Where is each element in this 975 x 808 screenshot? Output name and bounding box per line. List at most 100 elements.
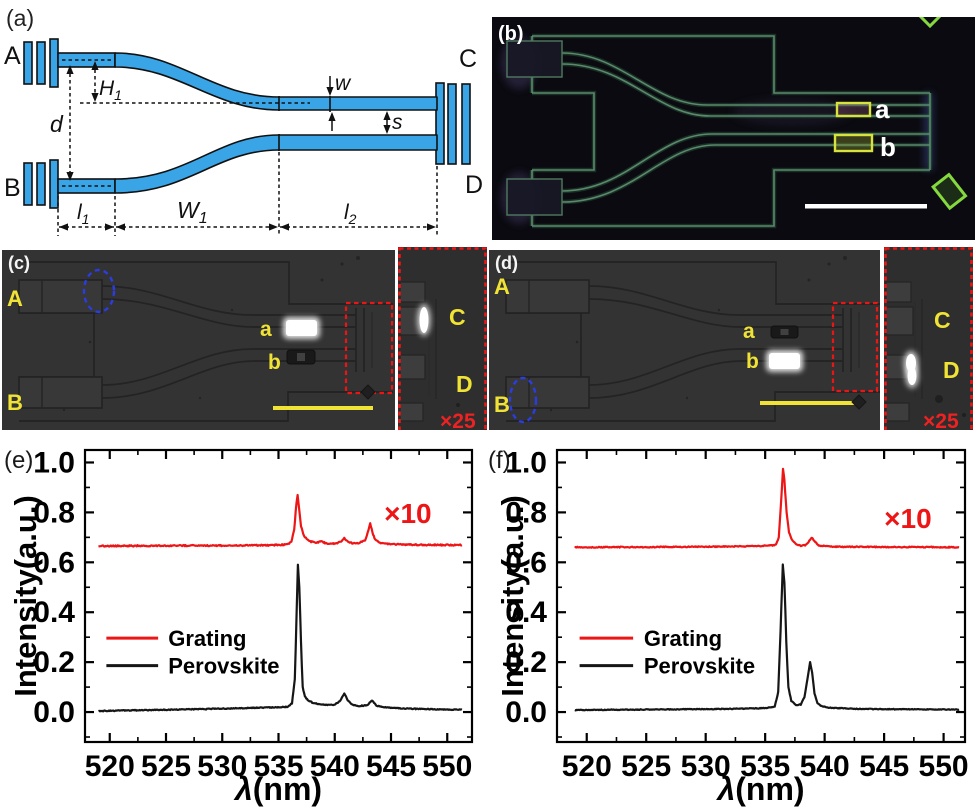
panel-d-inset: CD ×25 [884,247,973,435]
panel-c-microscope-image: (c) A Bab [2,250,395,433]
panel-d-microscope-image: (d)A Bab [489,250,880,433]
chart-background [487,430,975,808]
waveguide-stub-A [57,52,116,68]
y-tick-label: 0.6 [505,546,547,579]
series-group [98,493,463,713]
panel-label: (d) [495,253,518,273]
y-tick-label: 1.0 [33,446,75,479]
arrowhead [105,223,114,231]
spectrum-trace-perovskite [98,563,463,713]
output-coupler-stub [399,402,424,422]
nanowire-bright [286,320,317,336]
nanowire-dark-slot [780,329,789,335]
legend-label-perovskite: Perovskite [644,654,755,679]
panel-c-inset: C D ×25 [398,247,487,435]
output-coupler-stub [399,281,426,303]
spectrum-trace-perovskite [574,563,960,712]
x-tick-label: 550 [422,750,472,783]
y-tick-label: 0.6 [33,546,75,579]
dust-speck [935,395,943,403]
panel-f-spectrum-chart: 520 525 530 535 540 545 550 0.0 0.2 0.4 0.6 0.8 1.0 I… [487,430,975,808]
etched-edge [506,261,880,305]
waveguide-outline [532,92,595,171]
x-tick-label: 530 [681,750,731,783]
panel-b-fluorescence-image: ab (b) [492,17,975,240]
emission-spot [906,354,916,372]
y-tick-label: 0.0 [33,696,75,729]
grating-pad [505,279,590,314]
emission-spot [419,307,429,333]
etched-edge [588,360,843,399]
dust-speck [356,256,360,260]
grating-bar [49,38,59,88]
nanowire-marker-a [835,101,872,118]
port-label-C: C [449,304,466,330]
waveguide-outline [561,52,930,106]
dust-speck [685,396,689,400]
perovskite-plate-top [918,17,942,29]
dust-speck [198,396,202,400]
dust-speck [340,262,344,266]
dust-speck [320,278,324,282]
roi-box [344,301,394,395]
y-tick-label: 0.4 [505,596,547,629]
dim-label-d: d [50,111,64,137]
grating-pad [505,376,590,409]
plot-box [555,448,967,744]
arrowhead [383,111,391,120]
etched-edge [19,261,393,305]
dim-label-l2: l2 [344,201,357,227]
y-tick-label: 0.8 [505,496,547,529]
marker-label-a: a [743,320,755,343]
etched-edge [101,360,356,399]
x-tick-label: 520 [85,750,135,783]
grating-bar [23,41,33,85]
haze [924,93,933,170]
spectrum-trace-grating [574,467,960,549]
legend-label-perovskite: Perovskite [168,654,279,679]
legend-label-grating: Grating [644,626,722,651]
scale-factor-annotation: ×10 [384,498,432,529]
x-tick-label: 540 [310,750,360,783]
chart-background [0,430,487,808]
dust-speck [843,256,847,260]
x-tick-label: 535 [740,750,790,783]
dust-speck [827,262,831,266]
excitation-spot-ellipse [82,268,116,314]
scale-bar [805,204,927,209]
arrowhead [91,93,99,102]
y-tick-label: 0.2 [33,646,75,679]
dust-speck [456,403,460,407]
port-label-D: D [465,171,483,199]
panel-label: (f) [488,447,511,474]
magnification-label: ×25 [923,410,959,433]
y-tick-label: 0.0 [505,696,547,729]
arrowhead [280,223,289,231]
y-axis-label: Intensity(a.u.) [8,495,43,697]
grating-bar [447,83,457,165]
panel-b-label: (b) [498,23,524,45]
marker-label-b: b [268,351,281,374]
diamond-plate [851,394,867,410]
excitation-spot-ellipse [508,376,538,424]
port-label-A: A [7,286,23,311]
x-tick-label: 525 [141,750,191,783]
plot-box [83,448,474,744]
etched-edge [101,348,356,386]
arrowhead [326,87,334,96]
panel-label: (e) [4,447,33,474]
x-tick-label: 545 [859,750,909,783]
x-tick-label: 535 [253,750,303,783]
port-label-A: A [494,274,510,299]
port-label-A: A [4,42,21,70]
magnification-label: ×25 [440,410,476,433]
nanowire-dark-slot [297,353,305,361]
waveguide-upper-arm [114,52,438,111]
arrowhead [269,223,278,231]
etched-edge [101,298,356,328]
dim-label-w: w [335,72,352,95]
dust-speck [62,408,66,412]
waveguide-outline [532,35,930,94]
panel-a-schematic: (a) A B C D H1 d w s l1 W1 l2 [0,0,487,245]
